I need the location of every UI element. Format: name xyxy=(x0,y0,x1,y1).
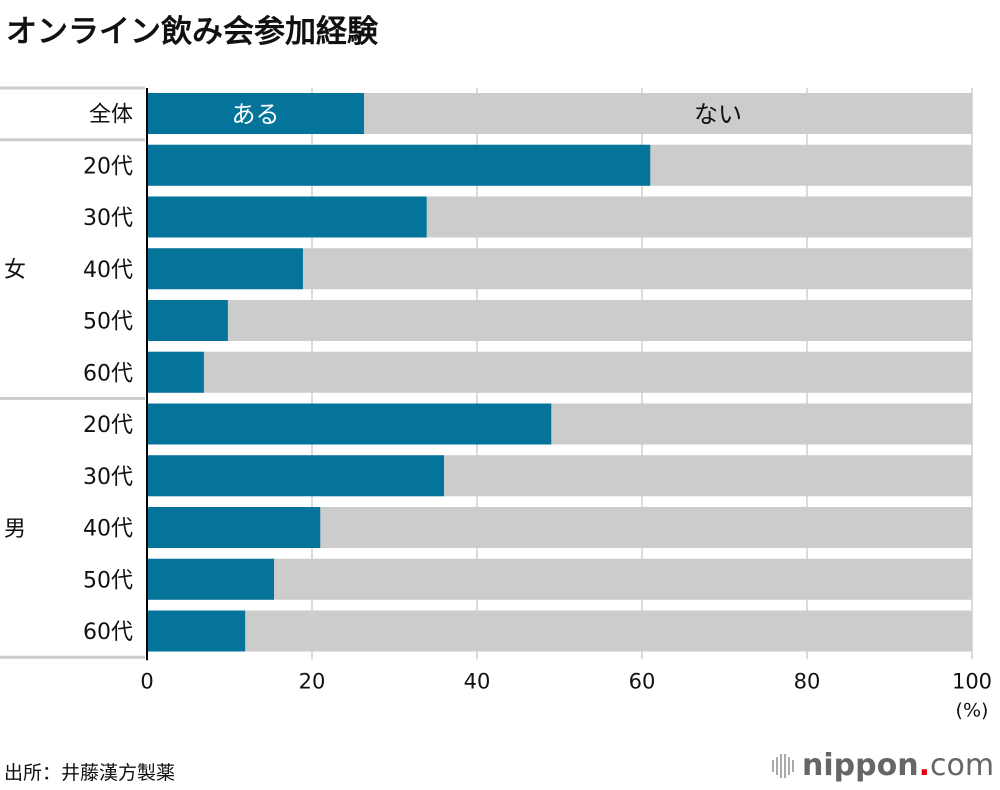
logo-mark-icon xyxy=(772,753,794,778)
group-label: 女 xyxy=(4,258,26,283)
category-label: 全体 xyxy=(89,103,133,128)
bar-aru xyxy=(147,300,228,341)
bar-nai xyxy=(147,300,972,341)
x-tick-label: 40 xyxy=(464,669,491,693)
category-label: 60代 xyxy=(83,361,133,386)
logo-name: nippon xyxy=(802,748,919,783)
x-tick-label: 20 xyxy=(299,669,326,693)
bar-nai xyxy=(147,558,972,600)
bar-aru xyxy=(147,144,651,186)
bar-aru xyxy=(147,455,444,497)
category-label: 50代 xyxy=(83,310,133,335)
bar-aru xyxy=(147,248,303,290)
category-label: 40代 xyxy=(83,517,133,542)
category-label: 30代 xyxy=(83,206,133,231)
nippon-logo: nippon. com xyxy=(772,748,994,783)
bar-aru xyxy=(147,558,275,600)
x-tick-label: 60 xyxy=(629,669,656,693)
bar-aru xyxy=(147,196,427,238)
logo-tld: com xyxy=(929,748,995,783)
category-label: 50代 xyxy=(83,568,133,593)
bar-aru xyxy=(147,403,552,445)
category-label: 60代 xyxy=(83,620,133,645)
x-unit-label: (%) xyxy=(956,699,989,721)
x-tick-label: 0 xyxy=(140,669,153,693)
x-tick-label: 80 xyxy=(794,669,821,693)
bar-aru xyxy=(147,351,204,393)
category-label: 30代 xyxy=(83,465,133,490)
bar-aru xyxy=(147,507,321,548)
chart-title: オンライン飲み会参加経験 xyxy=(6,14,378,50)
series-label-aru: ある xyxy=(231,101,279,129)
bar-chart: 0 20 40 60 80 100 (%) 全体 ある ない 20代 30代 40代 50代 60代 20代 3… xyxy=(0,86,992,721)
bar-aru xyxy=(147,610,246,652)
bar-aru xyxy=(147,93,364,134)
category-label: 20代 xyxy=(83,413,133,438)
source-note: 出所：井藤漢方製薬 xyxy=(4,762,176,784)
series-label-nai: ない xyxy=(694,101,742,129)
bar-nai xyxy=(147,610,972,652)
x-tick-label: 100 xyxy=(952,669,992,693)
logo-dot: . xyxy=(918,748,930,783)
group-label: 男 xyxy=(4,517,26,542)
category-label: 20代 xyxy=(83,154,133,179)
bar-nai xyxy=(147,351,972,393)
category-label: 40代 xyxy=(83,258,133,283)
